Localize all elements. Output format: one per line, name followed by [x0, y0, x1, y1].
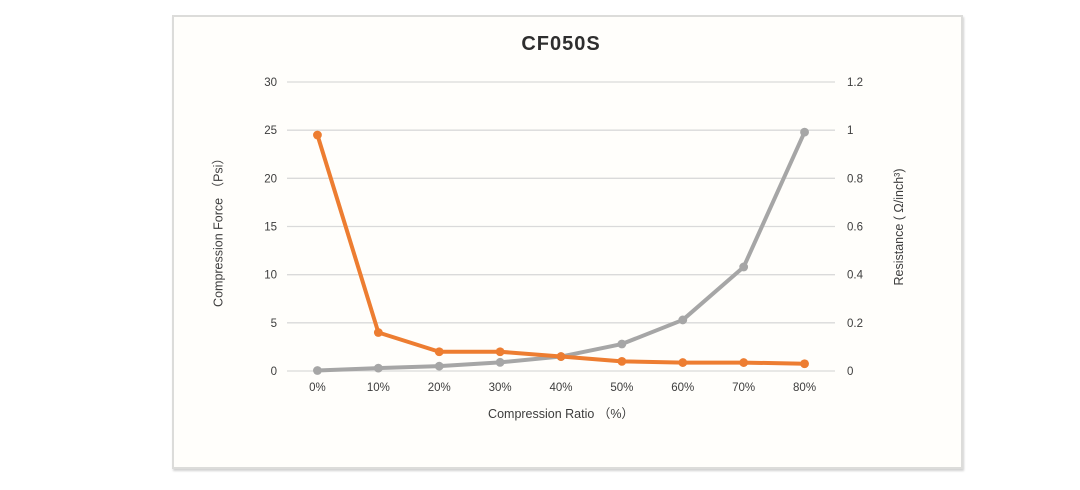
data-point-compression-force: [313, 366, 322, 375]
data-point-compression-force: [617, 339, 627, 349]
data-point-compression-force: [678, 315, 688, 325]
y-axis-tick-left: 20: [264, 173, 277, 185]
y-axis-tick-right: 0.8: [847, 173, 863, 185]
y-axis-tick-left: 10: [264, 270, 277, 282]
y-axis-tick-right: 0.6: [847, 222, 863, 234]
data-point-resistance: [739, 358, 749, 367]
data-point-compression-force: [739, 262, 749, 272]
x-axis-tick: 30%: [489, 382, 512, 394]
x-axis-tick: 20%: [428, 382, 451, 394]
y-axis-tick-left: 25: [264, 125, 277, 137]
x-axis-tick: 50%: [610, 382, 633, 394]
x-axis-tick: 70%: [732, 382, 755, 394]
y-axis-tick-right: 0: [847, 366, 853, 378]
data-point-compression-force: [495, 357, 505, 367]
x-axis-tick: 0%: [309, 382, 326, 394]
y-axis-tick-right: 1.2: [847, 77, 863, 89]
chart-title: CF050S: [521, 33, 601, 55]
x-axis-tick: 60%: [671, 382, 694, 394]
y-axis-tick-right: 0.4: [847, 270, 864, 282]
chart-container: CF050S Compression Force （Psi） Resistanc…: [172, 15, 963, 469]
data-point-compression-force: [800, 127, 809, 137]
x-axis-tick: 80%: [793, 382, 816, 394]
x-axis-title: Compression Ratio （%）: [488, 407, 634, 421]
y-axis-tick-right: 0.2: [847, 318, 863, 330]
data-point-resistance: [678, 358, 688, 367]
data-point-resistance: [495, 347, 505, 357]
y-axis-tick-left: 5: [271, 318, 277, 330]
x-axis-tick: 10%: [367, 382, 390, 394]
data-point-resistance: [617, 356, 627, 366]
y-axis-tick-left: 0: [271, 366, 277, 378]
data-point-resistance: [434, 347, 444, 357]
y-axis-tick-right: 1: [847, 125, 853, 137]
data-point-compression-force: [373, 363, 383, 373]
series-line-resistance: [315, 132, 807, 366]
data-point-compression-force: [434, 361, 444, 371]
x-axis-tick: 40%: [549, 382, 572, 394]
data-point-resistance: [313, 130, 322, 140]
data-point-resistance: [373, 328, 383, 337]
data-point-resistance: [556, 352, 566, 361]
data-point-resistance: [800, 359, 809, 369]
y-axis-tick-left: 30: [264, 77, 277, 89]
line-chart: 30 1.2 25 1 20 0.8 15 0.6 10 0.4 5 0.2 0 0 0% 10% 20% 30%…: [264, 77, 864, 394]
y-axis-tick-left: 15: [264, 222, 277, 234]
